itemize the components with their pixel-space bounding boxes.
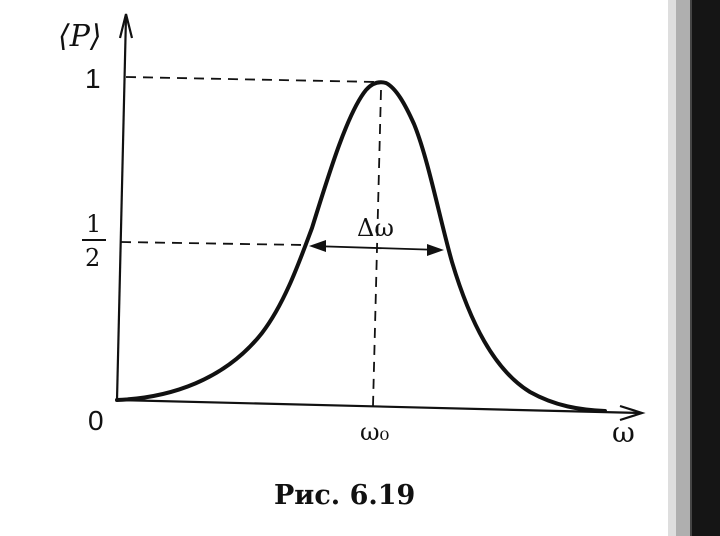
width-arrow <box>309 240 444 256</box>
x-axis <box>116 398 641 415</box>
x-tick-label-center: ω₀ <box>360 418 389 446</box>
width-label: Δω <box>357 214 394 242</box>
tick-label-half: 1 2 <box>82 210 106 272</box>
half-denominator: 2 <box>85 244 100 272</box>
resonance-curve <box>115 80 607 413</box>
y-axis <box>115 15 128 401</box>
peak-guide-horizontal <box>125 76 379 83</box>
y-axis-arrow <box>118 13 134 39</box>
tick-label-one: 1 <box>85 63 101 94</box>
x-axis-arrow <box>619 404 646 422</box>
half-numerator: 1 <box>86 210 101 238</box>
scan-edge <box>668 0 720 536</box>
x-axis-label: ω <box>612 416 635 449</box>
axes <box>115 13 646 422</box>
origin-label: 0 <box>88 405 104 436</box>
y-axis-label: ⟨P⟩ <box>58 19 102 54</box>
figure-caption: Рис. 6.19 <box>274 480 415 511</box>
half-guide-horizontal <box>120 241 306 246</box>
guides <box>120 76 382 407</box>
